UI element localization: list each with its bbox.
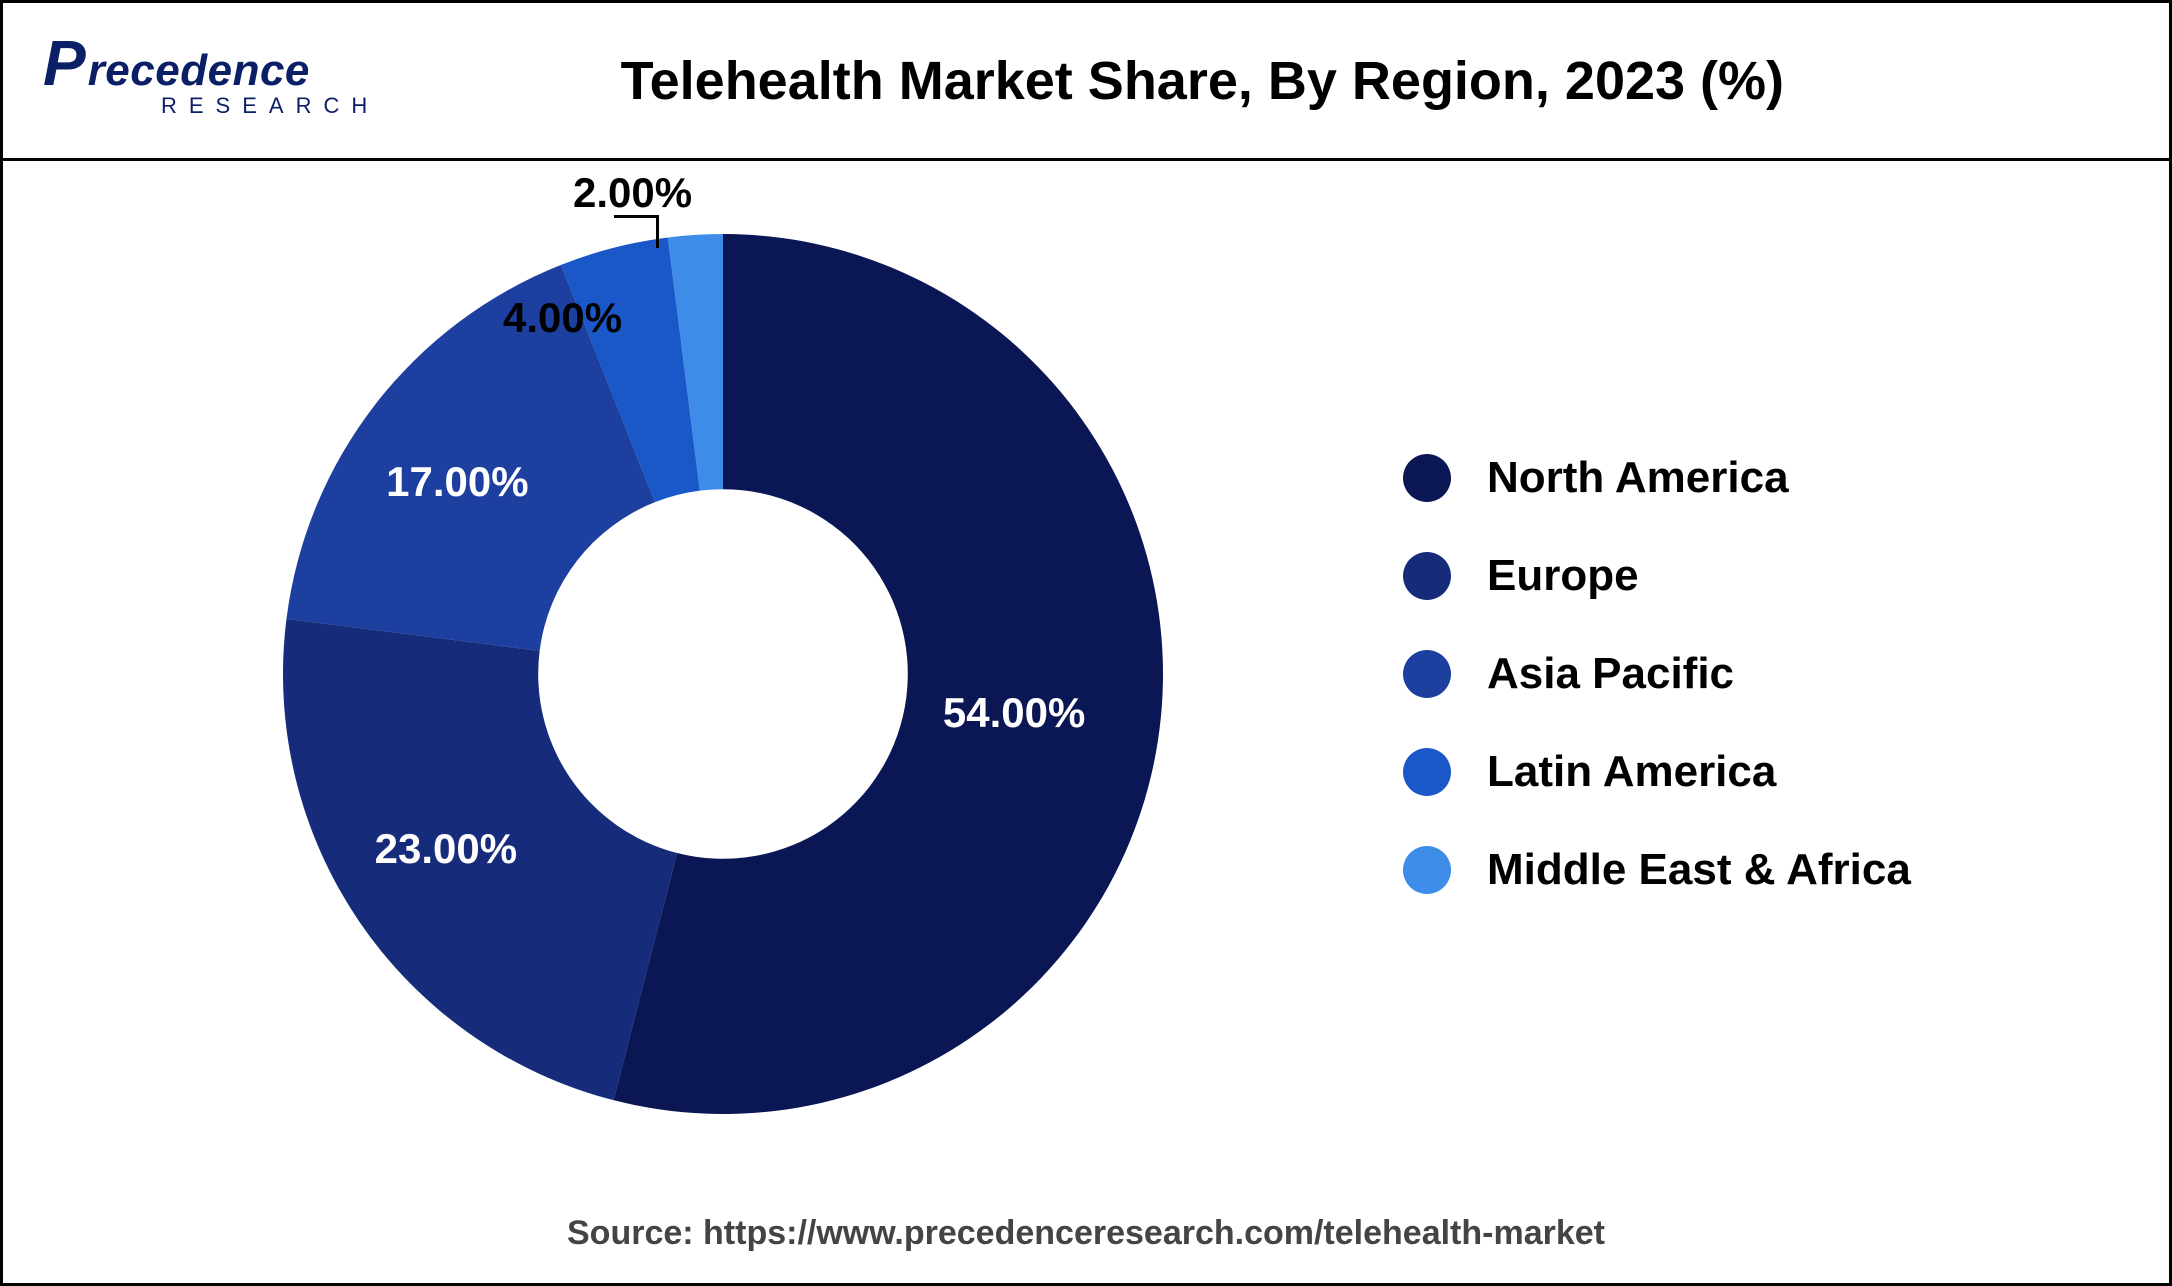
- slice-label-4: 2.00%: [573, 169, 692, 217]
- legend-dot-icon: [1403, 650, 1451, 698]
- legend-dot-icon: [1403, 846, 1451, 894]
- legend-label: Europe: [1487, 551, 1639, 601]
- legend: North America Europe Asia Pacific Latin Ame…: [1403, 453, 1911, 895]
- header-bar: Precedence RESEARCH Telehealth Market Sh…: [3, 3, 2169, 161]
- legend-item-middle-east-africa: Middle East & Africa: [1403, 845, 1911, 895]
- legend-item-asia-pacific: Asia Pacific: [1403, 649, 1911, 699]
- brand-logo: Precedence: [43, 31, 310, 96]
- logo-letter: P: [43, 31, 86, 95]
- legend-dot-icon: [1403, 552, 1451, 600]
- logo-subtext: RESEARCH: [161, 93, 379, 119]
- chart-area: 54.00% 23.00% 17.00% 4.00% 2.00% North Ameri…: [3, 164, 2169, 1183]
- legend-label: Latin America: [1487, 747, 1776, 797]
- legend-label: Asia Pacific: [1487, 649, 1734, 699]
- source-footer: Source: https://www.precedenceresearch.c…: [3, 1214, 2169, 1253]
- donut-svg: [273, 224, 1173, 1124]
- slice-label-0: 54.00%: [943, 689, 1085, 737]
- slice-label-2: 17.00%: [386, 458, 528, 506]
- legend-label: Middle East & Africa: [1487, 845, 1911, 895]
- legend-dot-icon: [1403, 454, 1451, 502]
- slice-label-3: 4.00%: [503, 294, 622, 342]
- legend-item-north-america: North America: [1403, 453, 1911, 503]
- chart-title: Telehealth Market Share, By Region, 2023…: [621, 50, 1784, 112]
- slice-label-1: 23.00%: [375, 825, 517, 873]
- legend-dot-icon: [1403, 748, 1451, 796]
- donut-chart: 54.00%23.00%17.00%4.00%2.00%: [273, 224, 1173, 1124]
- chart-frame: Precedence RESEARCH Telehealth Market Sh…: [0, 0, 2172, 1286]
- logo-word: recedence: [88, 46, 310, 96]
- callout-line: [656, 218, 659, 248]
- legend-item-europe: Europe: [1403, 551, 1911, 601]
- legend-item-latin-america: Latin America: [1403, 747, 1911, 797]
- legend-label: North America: [1487, 453, 1789, 503]
